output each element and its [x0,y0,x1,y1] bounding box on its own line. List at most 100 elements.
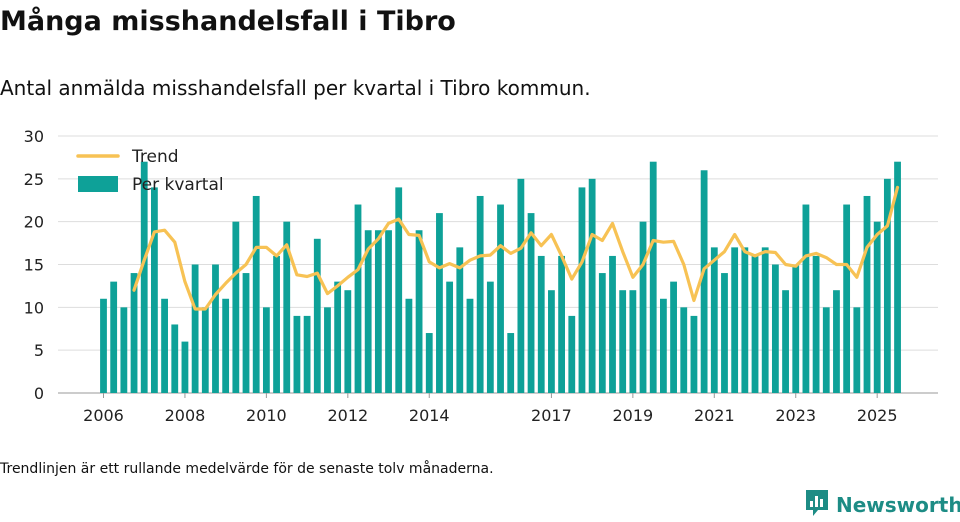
y-tick-label: 0 [34,384,44,403]
bar [344,290,352,393]
chart-subtitle: Antal anmälda misshandelsfall per kvarta… [0,76,591,100]
y-tick-label: 10 [24,298,44,317]
bar [833,290,840,393]
bar [151,187,158,393]
bar [629,290,637,393]
bar [782,290,789,393]
bar [609,255,616,393]
bar [761,247,769,393]
y-tick-label: 25 [24,170,44,189]
bar [395,187,403,393]
bar [374,230,382,393]
bar [415,230,423,393]
trend-line [132,185,900,311]
bar [232,221,240,393]
bar [721,273,728,393]
bar [191,264,199,393]
x-tick-label: 2017 [531,406,572,425]
bar [313,238,321,393]
bar [242,273,250,393]
bar [731,247,739,393]
bar [578,187,586,393]
bar [527,213,535,393]
bar [812,255,820,393]
x-tick-label: 2008 [165,406,206,425]
bar [853,307,861,393]
newsworthy-logo-icon [804,488,830,522]
bar [212,264,219,393]
bar [446,281,454,393]
bar [883,178,891,393]
bar [436,213,443,393]
bar [283,221,291,393]
y-tick-label: 15 [24,256,44,275]
legend-label: Trend [131,147,179,167]
x-tick-label: 2006 [83,406,124,425]
bar [771,264,779,393]
bar [751,255,759,393]
chart-title: Många misshandelsfall i Tibro [0,6,456,37]
bar [385,230,392,393]
bar [273,255,280,393]
bar [110,281,118,393]
x-tick-label: 2019 [613,406,654,425]
bar [303,315,311,393]
bar [558,255,565,393]
x-tick-label: 2014 [409,406,450,425]
y-tick-label: 30 [24,127,44,146]
bar [710,247,718,393]
bar [548,290,555,393]
brand-name: Newsworthy [836,493,960,517]
bar [873,221,881,393]
bar [843,204,851,393]
bar [822,307,830,393]
bar [680,307,688,393]
bar [537,255,545,393]
bar-series [100,161,901,393]
legend-swatch-per-kvartal [78,176,118,192]
bar [161,298,168,393]
bar [598,273,606,393]
x-tick-label: 2012 [327,406,368,425]
bar [405,298,413,393]
bar [741,247,749,393]
footnote: Trendlinjen är ett rullande medelvärde f… [0,461,494,477]
bar [354,204,362,393]
bar [863,195,871,393]
x-tick-label: 2025 [857,406,898,425]
bar [507,333,515,393]
bar [130,273,138,393]
bar [140,161,148,393]
x-tick-label: 2021 [694,406,735,425]
bar [588,178,596,393]
trend-series [132,185,900,311]
bar [517,178,525,393]
bar [660,298,667,393]
bar [619,290,627,393]
bar [201,307,209,393]
bar [639,221,647,393]
bar [120,307,128,393]
legend: Trend Per kvartal [76,147,224,195]
y-tick-label: 5 [34,341,44,360]
brand-logo[interactable]: Newsworthy [804,488,960,522]
x-tick-label: 2010 [246,406,287,425]
bar [476,195,484,393]
bar [252,195,260,393]
bar [894,161,901,393]
bar [100,298,107,393]
bar [334,281,342,393]
x-tick-label: 2023 [775,406,816,425]
bar [690,315,698,393]
bar [324,307,331,393]
bar [466,298,474,393]
bar [670,281,677,393]
bar [700,170,708,393]
bar [802,204,810,393]
bar [486,281,494,393]
axis-layer: 0 5 10 15 2025 30 2006 2008 2010 2012 2014 2017 2019… [24,127,898,425]
bar [364,230,372,393]
bar [456,247,464,393]
bar [425,333,433,393]
bar [181,341,189,393]
